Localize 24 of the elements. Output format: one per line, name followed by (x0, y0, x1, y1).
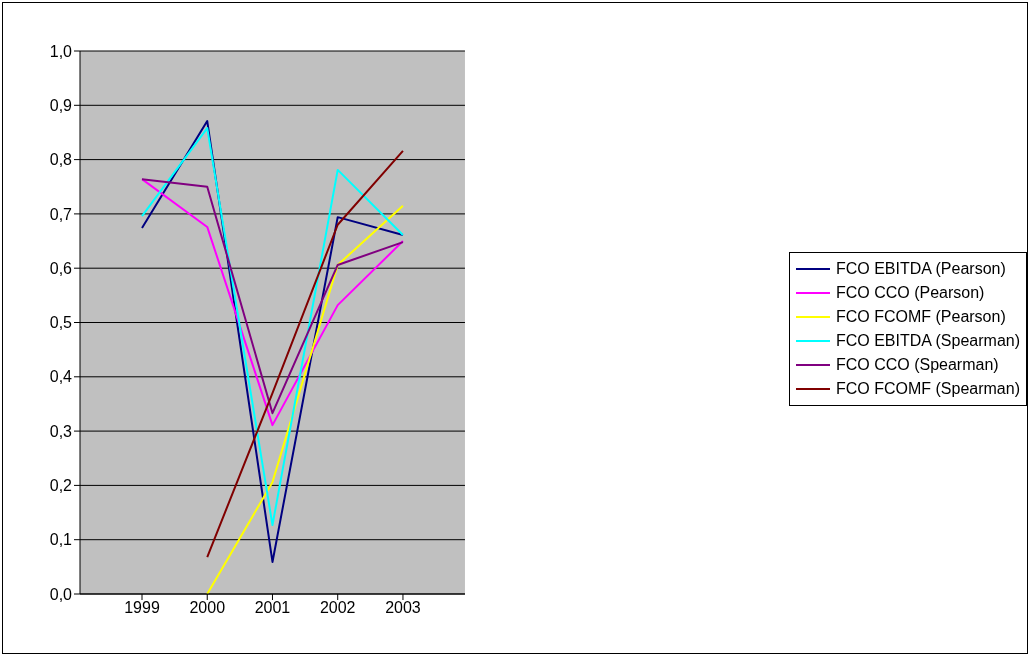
y-tick-label: 0,9 (49, 96, 73, 114)
y-tick-label: 1,0 (49, 42, 73, 60)
line-series (206, 204, 404, 594)
x-tick-label: 2002 (319, 599, 356, 617)
x-tick-label: 2001 (254, 599, 291, 617)
y-tick-label: 0,3 (49, 422, 73, 440)
y-tick-label: 0,2 (49, 477, 73, 495)
legend-label: FCO FCOMF (Spearman) (835, 378, 1020, 399)
legend-label: FCO CCO (Pearson) (835, 282, 985, 303)
y-tick-label: 0,6 (49, 259, 73, 277)
y-tick-label: 0,1 (49, 531, 73, 549)
x-tick-label: 1999 (124, 599, 160, 617)
y-tick-label: 0,5 (49, 314, 73, 332)
y-tick-label: 0,7 (49, 205, 73, 223)
y-tick-label: 0,8 (49, 151, 73, 169)
x-tick-label: 2003 (385, 599, 421, 617)
legend-label: FCO CCO (Spearman) (835, 354, 999, 375)
y-tick-label: 0,4 (49, 368, 73, 386)
legend-label: FCO EBITDA (Spearman) (835, 330, 1020, 351)
legend-label: FCO EBITDA (Pearson) (835, 258, 1006, 279)
line-series (206, 149, 404, 559)
y-tick-label: 0,0 (49, 585, 73, 603)
x-tick-label: 2000 (189, 599, 226, 617)
legend-label: FCO FCOMF (Pearson) (835, 306, 1006, 327)
